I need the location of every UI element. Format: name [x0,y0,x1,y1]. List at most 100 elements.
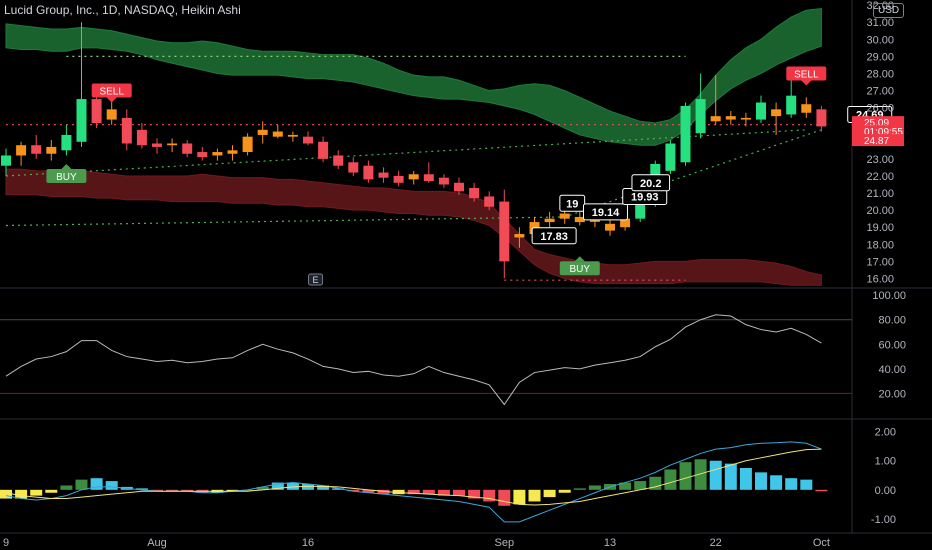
candle [31,145,42,154]
macd-histogram-bar [543,489,556,498]
macd-histogram-bar [679,462,692,490]
macd-signal-line [5,448,822,506]
candle [484,196,495,207]
macd-histogram-bar [528,489,541,502]
candle [786,95,797,115]
macd-histogram-bar [166,489,179,492]
macd-histogram-bar [785,478,798,490]
price-tick-label: 28.00 [866,68,894,80]
macd-histogram-bar [286,482,299,490]
candle [499,201,510,262]
candle [152,143,162,147]
candle [318,141,329,159]
macd-histogram-bar [664,469,677,490]
price-callout: 19.93 [622,187,668,205]
macd-histogram-bar [619,482,632,490]
last-price-label: 01:09:55 [864,127,903,138]
candle [136,129,147,146]
macd-histogram-bar [739,468,752,490]
candle [680,105,691,163]
macd-histogram-bar [800,479,813,490]
last-price-tag [852,134,904,147]
macd-histogram-bar [634,481,647,490]
candle [740,117,751,120]
candle [212,152,223,156]
macd-line [5,441,822,523]
price-tick-label: 30.00 [866,34,894,46]
candle [76,99,87,142]
buy-signal: BUY [559,256,600,276]
earnings-label: E [313,275,319,285]
price-tick-label: 23.00 [866,154,894,166]
candle [378,172,389,178]
time-tick-label: Aug [147,537,167,549]
macd-histogram-bar [588,485,601,490]
macd-tick-label: 0.00 [875,485,896,497]
callout-box [531,227,577,245]
candle [287,134,298,137]
price-callout: 19 [559,194,586,212]
rsi-tick-label: 100.00 [872,290,906,302]
candle [423,174,434,182]
macd-histogram-bar [724,463,737,490]
macd-histogram-bar [30,489,43,496]
macd-histogram-bar [407,489,420,495]
callout-box [559,194,586,212]
candle [801,104,812,113]
macd-histogram-bar [181,489,194,492]
candle [725,116,736,120]
time-tick-label: 13 [604,537,616,549]
signal-badge [559,261,600,276]
signal-pointer [61,163,72,169]
price-tick-label: 22.00 [866,171,894,183]
time-tick-label: 9 [3,537,9,549]
callout-label: 19.93 [631,191,659,203]
macd-histogram-bar [513,489,526,505]
candle [348,162,359,173]
chart-title: Lucid Group, Inc., 1D, NASDAQ, Heikin As… [4,3,241,17]
candle [393,175,404,183]
rsi-tick-label: 40.00 [878,364,906,376]
currency-pill[interactable]: USD [873,3,905,18]
signal-label: SELL [99,87,124,98]
macd-tick-label: 1.00 [875,456,896,468]
candle [514,234,525,238]
macd-histogram-bar [256,486,269,490]
candle [167,143,178,146]
sell-signal: SELL [91,83,132,103]
last-price-label: 25.09 [864,118,889,129]
signal-label: BUY [56,172,77,183]
candle [620,218,631,228]
price-tick-label: 18.00 [866,239,894,251]
macd-histogram-bar [302,484,314,490]
macd-histogram-bar [453,489,465,496]
time-tick-label: 22 [710,537,722,549]
time-tick-label: 16 [302,537,314,549]
candle [61,134,72,151]
macd-histogram-bar [226,489,239,492]
signal-pointer [106,97,117,103]
reference-line [5,129,807,177]
earnings-icon [308,273,324,286]
callout-label: 19.14 [592,207,620,219]
candle [589,220,600,222]
candle [438,177,449,185]
macd-histogram-bar [15,489,28,499]
macd-histogram-bar [770,475,783,490]
price-callout: 20.2 [631,174,671,192]
macd-histogram-bar [105,481,118,490]
macd-histogram-bar [377,489,390,495]
rsi-tick-label: 80.00 [878,315,906,327]
candle [333,155,344,166]
candle [771,109,782,117]
macd-histogram-bar [0,489,12,499]
macd-histogram-bar [90,478,103,490]
macd-histogram-bar [422,489,435,495]
candle [605,223,615,231]
candle [635,199,646,219]
callout-label: 17.83 [540,231,568,243]
rsi-tick-label: 20.00 [878,388,906,400]
macd-histogram-bar [45,489,58,493]
candle [227,150,238,154]
